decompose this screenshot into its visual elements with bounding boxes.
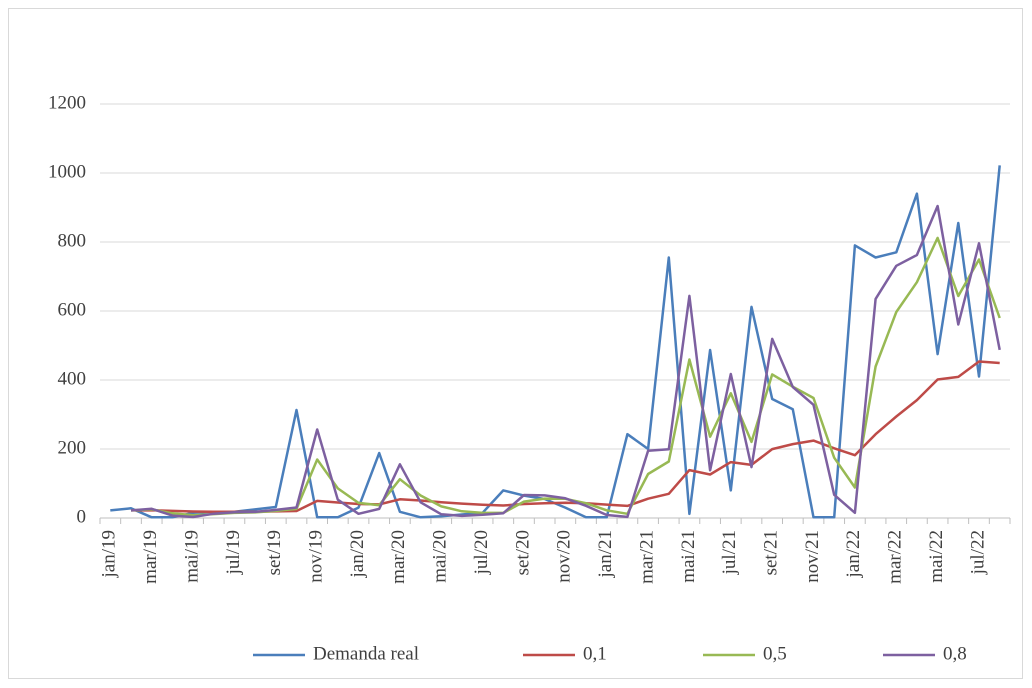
x-tick-label: mar/22 xyxy=(885,530,906,584)
x-tick-label: set/20 xyxy=(512,530,533,575)
x-tick-label: nov/20 xyxy=(554,530,575,583)
y-tick-label: 800 xyxy=(58,230,87,251)
x-tick-label: jul/22 xyxy=(967,530,988,575)
x-tick-label: set/21 xyxy=(761,530,782,575)
legend-label: 0,1 xyxy=(583,643,607,664)
x-tick-label: nov/21 xyxy=(802,530,823,583)
x-tick-label: mai/22 xyxy=(926,530,947,583)
x-tick-label: mar/21 xyxy=(636,530,657,584)
x-tick-label: mai/19 xyxy=(181,530,202,583)
chart-border xyxy=(8,8,1023,679)
y-tick-label: 200 xyxy=(58,437,87,458)
x-tick-label: mai/21 xyxy=(678,530,699,583)
x-tick-label: nov/19 xyxy=(306,530,327,583)
x-tick-label: jul/21 xyxy=(719,530,740,575)
x-tick-label: mar/20 xyxy=(388,530,409,584)
x-tick-label: mai/20 xyxy=(430,530,451,583)
x-tick-label: jan/19 xyxy=(99,530,120,579)
x-tick-label: set/19 xyxy=(264,530,285,575)
y-tick-label: 1200 xyxy=(48,92,86,113)
legend-label: 0,5 xyxy=(763,643,787,664)
x-tick-label: mar/19 xyxy=(140,530,161,584)
x-tick-label: jul/19 xyxy=(223,530,244,575)
y-tick-label: 1000 xyxy=(48,161,86,182)
x-tick-label: jan/20 xyxy=(347,530,368,579)
y-tick-label: 600 xyxy=(58,299,87,320)
series-line xyxy=(130,204,1001,519)
y-tick-label: 400 xyxy=(58,368,87,389)
legend-label: Demanda real xyxy=(313,643,419,664)
x-tick-label: jan/21 xyxy=(595,530,616,579)
x-tick-label: jul/20 xyxy=(471,530,492,575)
x-tick-label: jan/22 xyxy=(843,530,864,579)
y-tick-label: 0 xyxy=(77,506,87,527)
legend-label: 0,8 xyxy=(943,643,967,664)
